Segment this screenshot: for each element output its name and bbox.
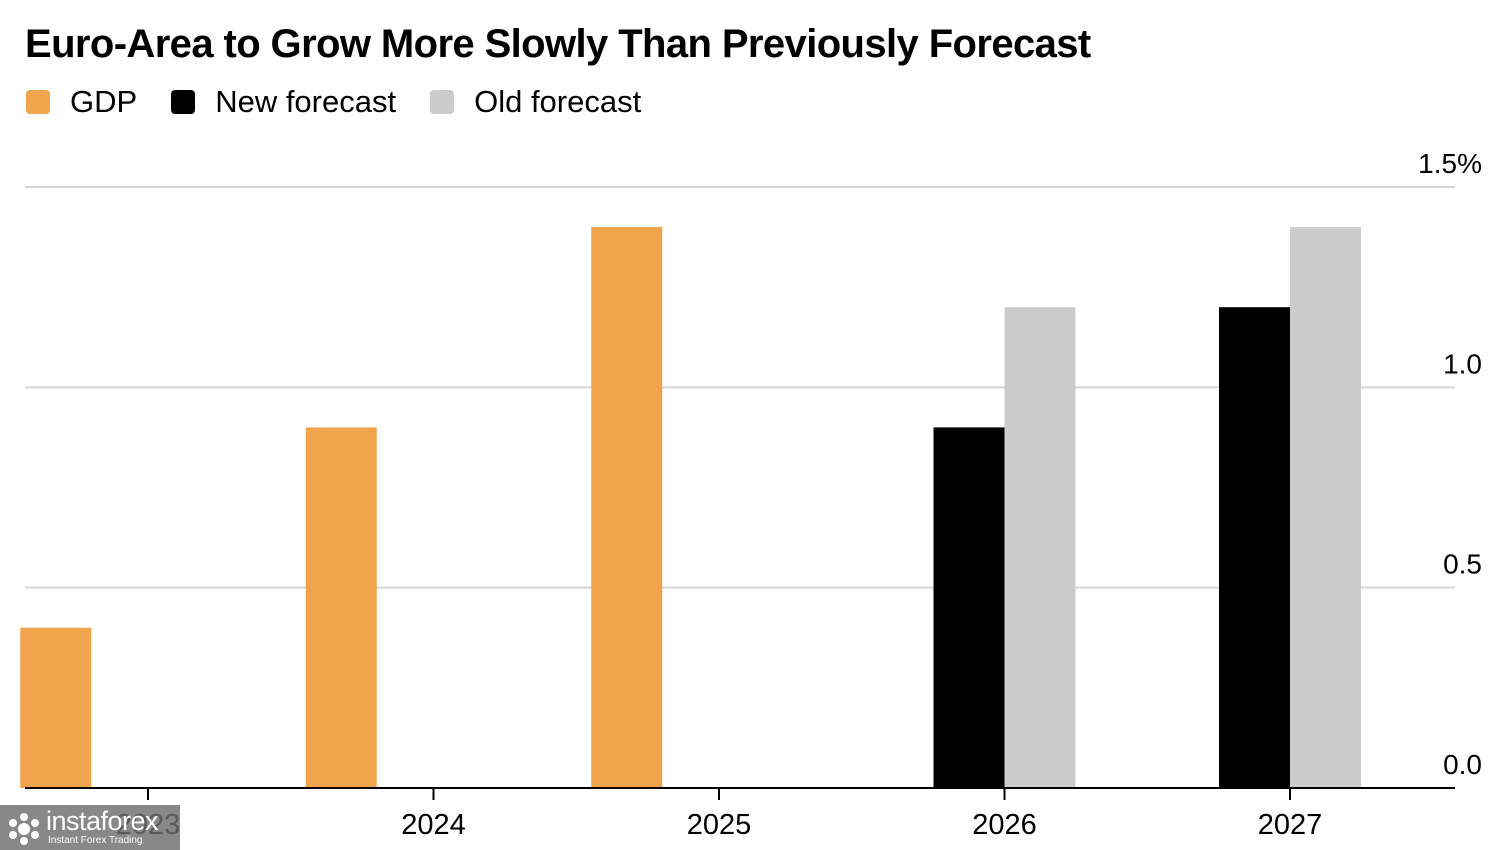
- bar: [1219, 307, 1290, 788]
- bar: [1004, 307, 1076, 788]
- legend-item: GDP: [26, 84, 137, 120]
- legend: GDP New forecast Old forecast: [26, 84, 675, 120]
- legend-label: Old forecast: [474, 84, 642, 119]
- legend-swatch: [171, 90, 196, 114]
- chart-title: Euro-Area to Grow More Slowly Than Previ…: [25, 22, 1091, 66]
- watermark-name: instaforex: [46, 806, 159, 836]
- x-tick-label: 2027: [1258, 809, 1323, 841]
- watermark: instaforex Instant Forex Trading: [0, 805, 180, 850]
- legend-swatch: [430, 90, 455, 114]
- legend-swatch: [26, 90, 50, 114]
- y-tick-label: 1.5%: [1418, 148, 1482, 179]
- legend-item: New forecast: [171, 84, 396, 120]
- y-tick-label: 0.5: [1443, 549, 1482, 580]
- x-tick-label: 2025: [687, 809, 752, 841]
- bar: [591, 227, 663, 789]
- x-tick-label: 2026: [972, 809, 1037, 841]
- y-tick-label: 0.0: [1443, 749, 1482, 780]
- bars: [20, 227, 1361, 789]
- gridlines: [25, 186, 1455, 589]
- legend-label: GDP: [70, 84, 138, 119]
- bar: [305, 427, 377, 788]
- bar: [20, 627, 92, 788]
- legend-item: Old forecast: [430, 84, 641, 120]
- legend-label: New forecast: [215, 84, 397, 119]
- y-tick-label: 1.0: [1443, 348, 1482, 379]
- bar: [1290, 227, 1361, 789]
- x-tick-label: 2024: [401, 809, 466, 841]
- bar: [933, 427, 1005, 788]
- watermark-tagline: Instant Forex Trading: [48, 835, 143, 846]
- instaforex-logo-icon: [9, 813, 39, 845]
